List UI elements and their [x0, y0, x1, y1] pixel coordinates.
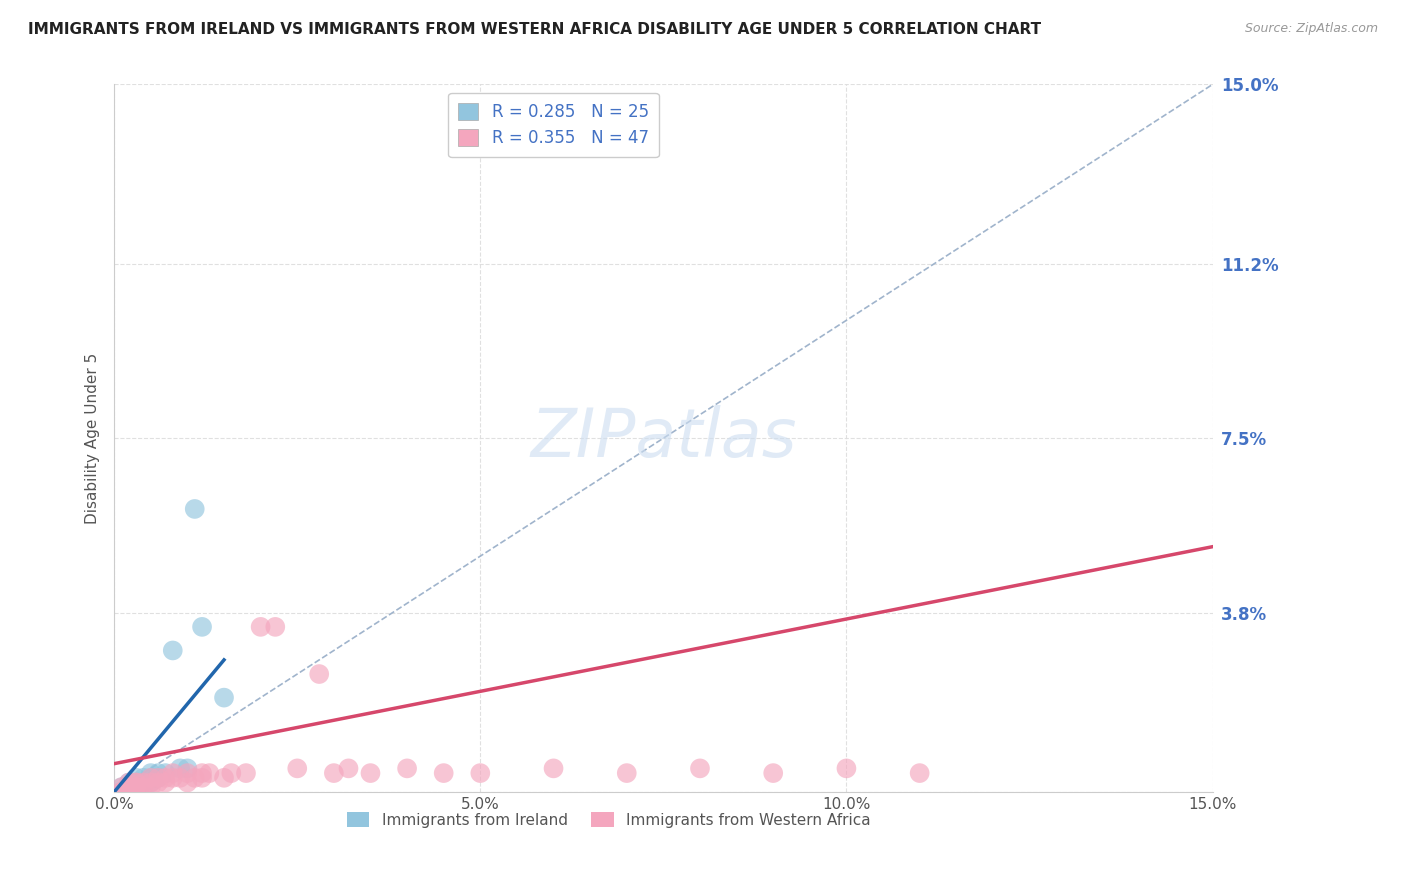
- Point: [118, 775, 141, 789]
- Point: [125, 771, 148, 785]
- Point: [191, 771, 214, 785]
- Point: [110, 785, 132, 799]
- Point: [125, 780, 148, 795]
- Point: [110, 780, 132, 795]
- Point: [155, 766, 177, 780]
- Point: [169, 761, 191, 775]
- Point: [212, 690, 235, 705]
- Point: [543, 761, 565, 775]
- Point: [110, 780, 132, 795]
- Point: [169, 771, 191, 785]
- Point: [285, 761, 308, 775]
- Point: [139, 766, 162, 780]
- Point: [162, 766, 184, 780]
- Point: [125, 780, 148, 795]
- Point: [191, 766, 214, 780]
- Point: [176, 761, 198, 775]
- Legend: Immigrants from Ireland, Immigrants from Western Africa: Immigrants from Ireland, Immigrants from…: [340, 805, 876, 834]
- Point: [155, 771, 177, 785]
- Point: [908, 766, 931, 780]
- Point: [322, 766, 344, 780]
- Point: [139, 775, 162, 789]
- Point: [616, 766, 638, 780]
- Text: ZIPatlas: ZIPatlas: [530, 405, 797, 471]
- Point: [125, 775, 148, 789]
- Point: [249, 620, 271, 634]
- Point: [198, 766, 221, 780]
- Point: [162, 771, 184, 785]
- Text: IMMIGRANTS FROM IRELAND VS IMMIGRANTS FROM WESTERN AFRICA DISABILITY AGE UNDER 5: IMMIGRANTS FROM IRELAND VS IMMIGRANTS FR…: [28, 22, 1042, 37]
- Point: [359, 766, 381, 780]
- Point: [762, 766, 785, 780]
- Point: [110, 785, 132, 799]
- Point: [146, 766, 169, 780]
- Point: [139, 775, 162, 789]
- Point: [125, 775, 148, 789]
- Point: [132, 780, 155, 795]
- Point: [396, 761, 419, 775]
- Point: [118, 785, 141, 799]
- Point: [118, 780, 141, 795]
- Point: [155, 775, 177, 789]
- Point: [125, 780, 148, 795]
- Point: [308, 667, 330, 681]
- Point: [184, 771, 207, 785]
- Point: [191, 620, 214, 634]
- Point: [118, 785, 141, 799]
- Point: [118, 785, 141, 799]
- Point: [139, 780, 162, 795]
- Point: [132, 775, 155, 789]
- Point: [118, 780, 141, 795]
- Point: [235, 766, 257, 780]
- Point: [139, 771, 162, 785]
- Point: [835, 761, 858, 775]
- Point: [212, 771, 235, 785]
- Point: [146, 775, 169, 789]
- Point: [118, 775, 141, 789]
- Point: [110, 785, 132, 799]
- Point: [139, 771, 162, 785]
- Point: [146, 771, 169, 785]
- Point: [125, 775, 148, 789]
- Text: Source: ZipAtlas.com: Source: ZipAtlas.com: [1244, 22, 1378, 36]
- Point: [132, 775, 155, 789]
- Point: [337, 761, 360, 775]
- Point: [176, 766, 198, 780]
- Point: [162, 643, 184, 657]
- Point: [689, 761, 711, 775]
- Point: [125, 780, 148, 795]
- Point: [264, 620, 287, 634]
- Point: [433, 766, 456, 780]
- Point: [132, 771, 155, 785]
- Point: [176, 775, 198, 789]
- Point: [221, 766, 243, 780]
- Point: [146, 771, 169, 785]
- Point: [470, 766, 492, 780]
- Y-axis label: Disability Age Under 5: Disability Age Under 5: [86, 352, 100, 524]
- Point: [184, 502, 207, 516]
- Point: [110, 785, 132, 799]
